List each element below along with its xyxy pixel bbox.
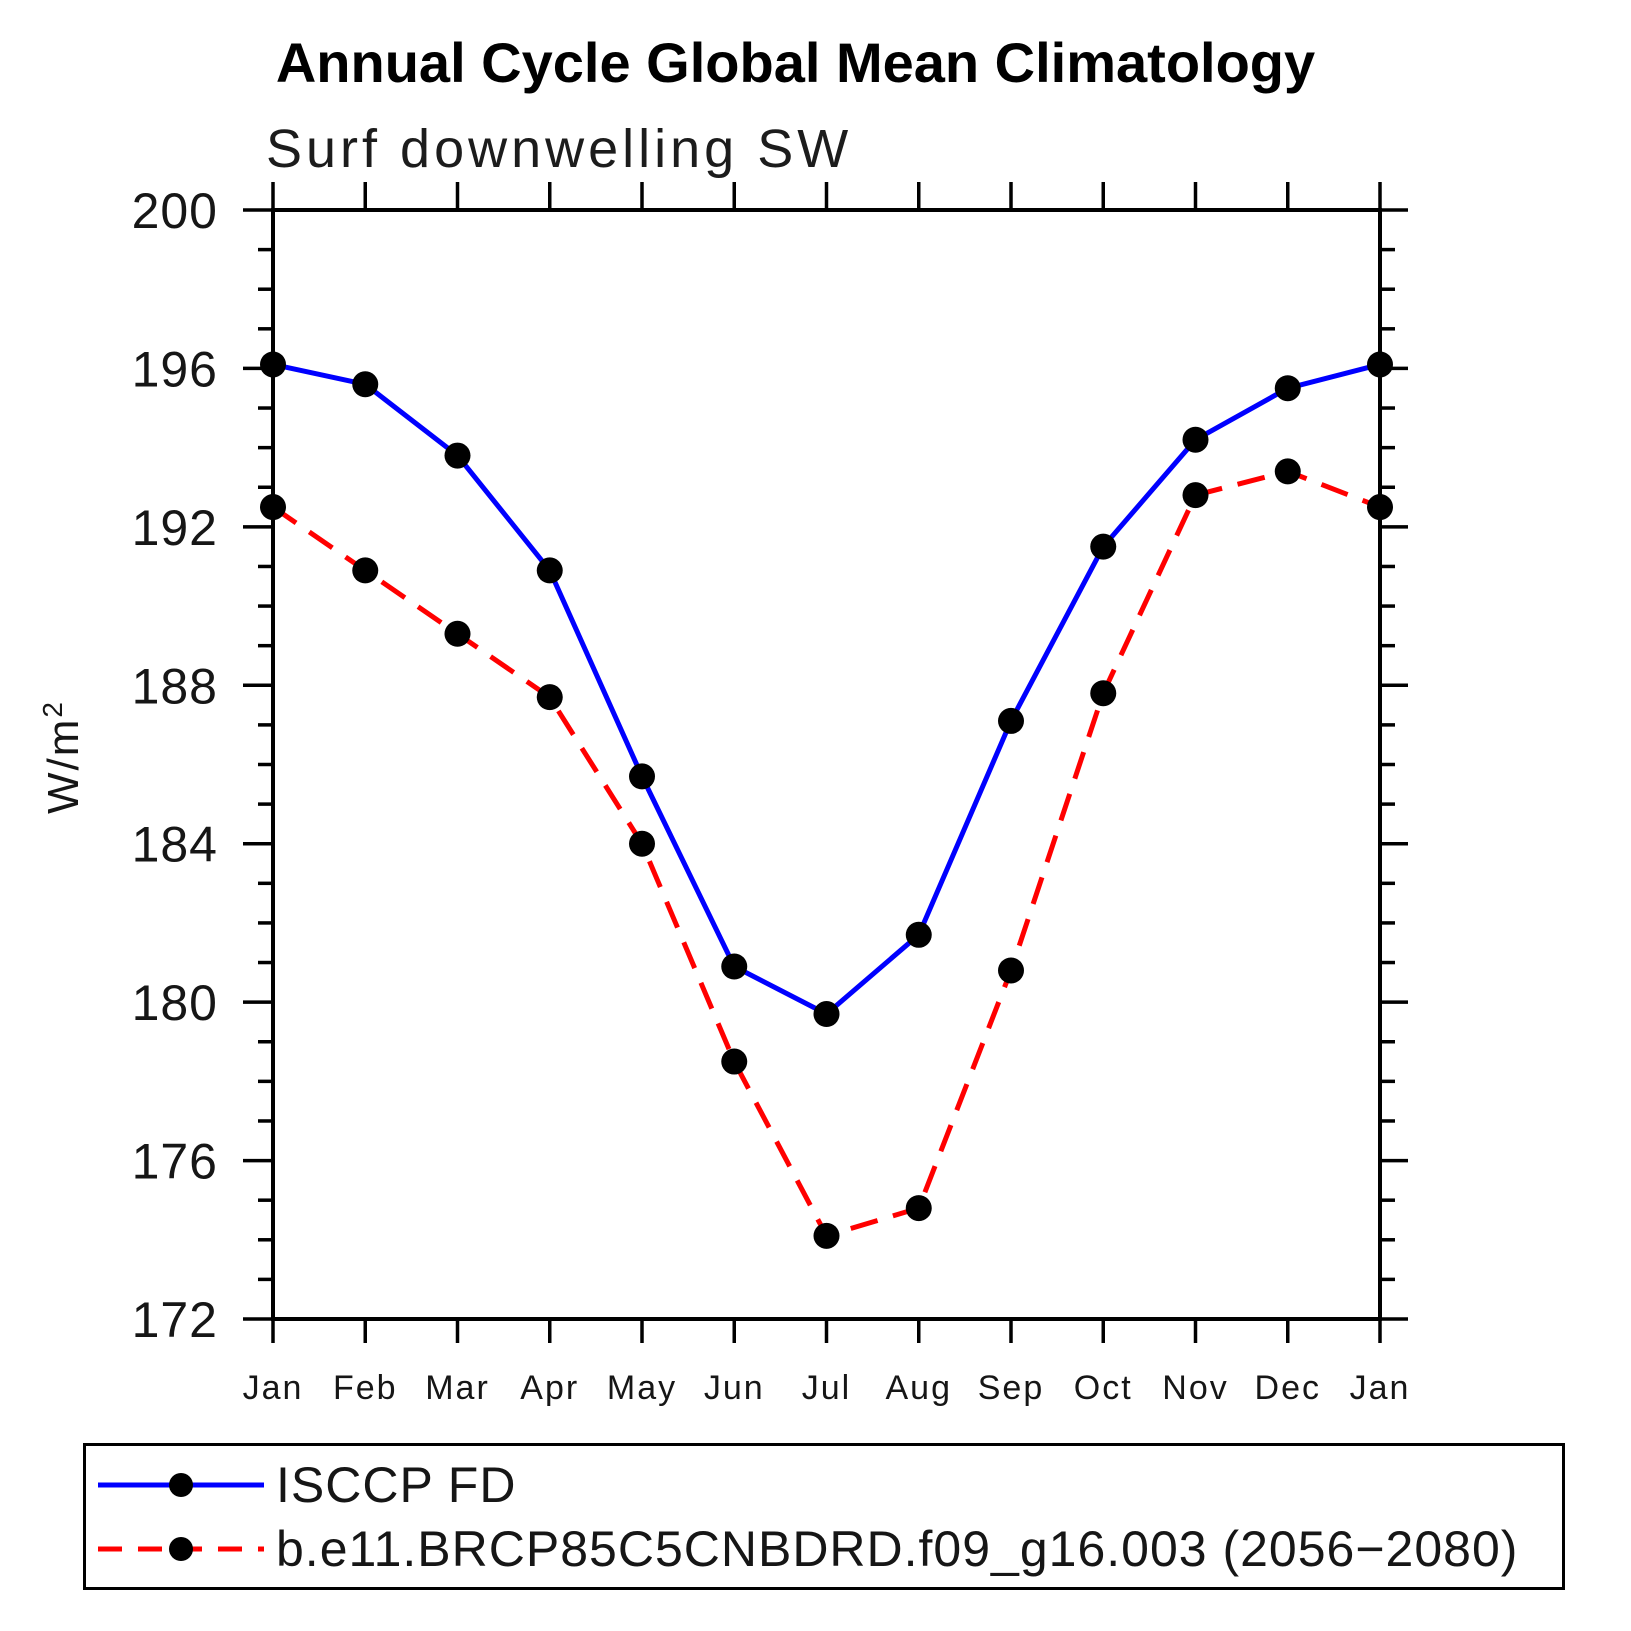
y-axis-ticks xyxy=(243,208,1408,1321)
x-tick-label: Sep xyxy=(978,1369,1045,1407)
x-tick-label: Apr xyxy=(520,1369,579,1407)
data-point xyxy=(721,1048,748,1075)
x-tick-label: Jun xyxy=(704,1369,765,1407)
series-line-1 xyxy=(271,468,1381,1239)
legend-box: ISCCP FD b.e11.BRCP85C5CNBDRD.f09_g16.00… xyxy=(83,1443,1565,1590)
y-tick-label: 176 xyxy=(132,1134,218,1190)
data-point xyxy=(629,830,655,857)
legend-swatch-1 xyxy=(98,1537,264,1561)
x-tick-label: Dec xyxy=(1255,1369,1321,1407)
x-tick-label: May xyxy=(607,1369,677,1407)
data-point xyxy=(998,957,1024,984)
data-point xyxy=(260,351,286,378)
data-point xyxy=(905,1195,932,1222)
data-point xyxy=(998,707,1024,734)
legend-swatch-0 xyxy=(98,1473,264,1497)
data-point xyxy=(721,953,748,980)
data-point xyxy=(1274,458,1301,485)
x-tick-label: Nov xyxy=(1162,1369,1228,1407)
x-tick-label: Jan xyxy=(1350,1369,1411,1407)
data-point xyxy=(536,557,563,584)
y-axis-title: W/m2 xyxy=(37,700,88,814)
legend-label: ISCCP FD xyxy=(276,1457,517,1513)
chart-subtitle: Surf downwelling SW xyxy=(266,119,853,179)
data-point xyxy=(1274,375,1301,402)
plot-border xyxy=(271,208,1382,1321)
x-axis-ticks xyxy=(271,182,1382,1343)
series-line-0 xyxy=(272,362,1381,1018)
y-tick-label: 172 xyxy=(132,1292,218,1348)
legend-item-isccp-fd: ISCCP FD xyxy=(96,1454,516,1516)
data-point xyxy=(1090,533,1117,560)
series-markers-0 xyxy=(260,351,1393,1028)
data-point xyxy=(536,684,563,711)
legend-marker-sample xyxy=(169,1537,193,1561)
y-tick-label: 200 xyxy=(132,183,218,239)
x-tick-label: Oct xyxy=(1074,1369,1133,1407)
data-point xyxy=(629,763,655,790)
data-point xyxy=(352,557,379,584)
legend-label: b.e11.BRCP85C5CNBDRD.f09_g16.003 (2056−2… xyxy=(276,1521,1519,1577)
data-point xyxy=(1367,494,1393,521)
data-point xyxy=(1182,482,1209,509)
x-tick-label: Aug xyxy=(886,1369,953,1407)
data-point xyxy=(444,620,471,647)
data-point xyxy=(352,371,379,398)
y-tick-label: 184 xyxy=(132,817,218,873)
data-point xyxy=(444,442,471,469)
series-markers-1 xyxy=(260,458,1393,1249)
data-point xyxy=(1090,680,1117,707)
data-point xyxy=(813,1222,840,1249)
data-point xyxy=(1367,351,1393,378)
x-tick-labels: Jan Feb Mar Apr May Jun Jul Aug Sep Oct Nov Dec Jan xyxy=(243,1369,1411,1407)
data-point xyxy=(813,1001,840,1028)
y-tick-labels: 172 176 180 184 188 192 196 200 xyxy=(132,183,218,1348)
y-tick-label: 180 xyxy=(132,975,218,1031)
chart-title: Annual Cycle Global Mean Climatology xyxy=(275,31,1316,94)
data-point xyxy=(260,494,286,521)
x-tick-label: Jul xyxy=(802,1369,851,1407)
legend-marker-sample xyxy=(169,1473,193,1497)
y-tick-label: 196 xyxy=(132,341,218,397)
legend-item-model-run: b.e11.BRCP85C5CNBDRD.f09_g16.003 (2056−2… xyxy=(96,1518,1518,1580)
x-tick-label: Mar xyxy=(425,1369,490,1407)
data-point xyxy=(905,921,932,948)
y-tick-label: 188 xyxy=(132,658,218,714)
data-point xyxy=(1182,426,1209,453)
x-tick-label: Jan xyxy=(243,1369,304,1407)
y-tick-label: 192 xyxy=(132,500,218,556)
x-tick-label: Feb xyxy=(333,1369,398,1407)
